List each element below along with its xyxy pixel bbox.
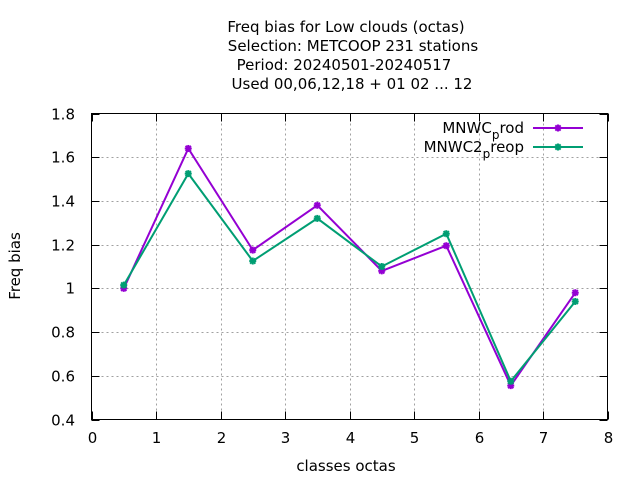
y-tick-label: 1.4 [51,193,75,211]
grid [91,113,608,420]
y-tick-label: 0.6 [51,368,75,386]
legend-marker [554,124,562,132]
series [120,144,579,390]
data-point [571,289,579,297]
series-line [122,171,577,384]
series-line [122,146,577,388]
data-point [184,170,192,178]
data-point [184,144,192,152]
data-point [249,246,257,254]
x-tick-label: 8 [604,429,614,447]
y-tick-label: 1.2 [51,237,75,255]
data-point [313,201,321,209]
y-tick-label: 1.8 [51,106,75,124]
y-tick-label: 1.6 [51,149,75,167]
data-point [571,297,579,305]
data-point [442,242,450,250]
x-tick-label: 6 [475,429,485,447]
x-tick-label: 5 [410,429,420,447]
legend-item-2: MNWC2preop [424,138,583,161]
title-line-4: Used 00,06,12,18 + 01 02 ... 12 [232,75,473,93]
data-point [249,257,257,265]
legend-marker [554,143,562,151]
data-point [378,263,386,270]
x-tick-label: 7 [539,429,549,447]
title-line-2: Selection: METCOOP 231 stations [228,37,479,55]
axis-ticks [91,113,609,421]
x-tick-label: 0 [88,429,98,447]
y-tick-label: 0.8 [51,324,75,342]
x-tick-labels: 0 1 2 3 4 5 6 7 8 [88,429,614,447]
x-tick-label: 2 [217,429,227,447]
y-tick-labels: 0.4 0.6 0.8 1 1.2 1.4 1.6 1.8 [51,106,75,430]
legend-label: MNWCprod [442,119,524,142]
x-tick-label: 4 [346,429,356,447]
plot-frame [91,113,608,420]
y-tick-label: 0.4 [51,412,75,430]
y-axis-label: Freq bias [6,232,24,300]
x-axis-label: classes octas [296,457,396,475]
data-point [120,281,128,289]
y-tick-label: 1 [65,280,75,298]
data-point [507,377,515,385]
title-line-1: Freq bias for Low clouds (octas) [227,18,464,36]
data-point [313,214,321,222]
x-tick-label: 1 [152,429,162,447]
legend-label: MNWC2preop [424,138,524,161]
series-1 [120,144,579,390]
series-2 [120,170,579,385]
x-tick-label: 3 [281,429,291,447]
chart-title: Freq bias for Low clouds (octas) Selecti… [227,18,478,93]
data-point [442,230,450,238]
legend-item-1: MNWCprod [442,119,583,142]
title-line-3: Period: 20240501-20240517 [237,56,452,74]
